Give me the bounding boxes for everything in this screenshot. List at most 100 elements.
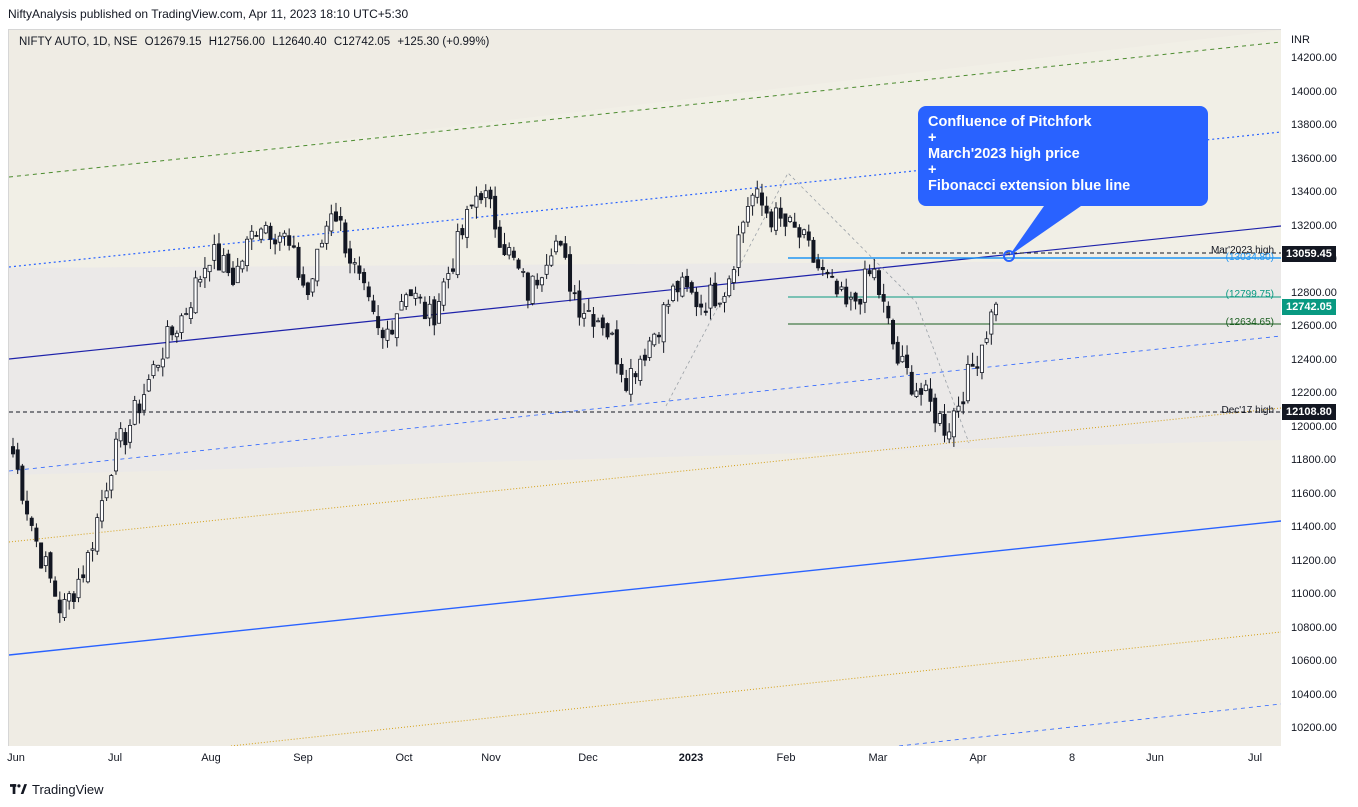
candle-down (834, 280, 839, 295)
candle-down (844, 286, 849, 305)
candle-down (469, 204, 474, 207)
candle-up (741, 221, 746, 234)
candle-down (254, 234, 259, 237)
candle-down (376, 316, 381, 329)
candle-up (989, 311, 994, 335)
candle-up (666, 303, 671, 307)
candle-up (872, 268, 877, 279)
tradingview-footer[interactable]: TradingView (10, 782, 104, 797)
candle-up (745, 206, 750, 223)
candle-down (380, 329, 385, 339)
candle-down (48, 552, 53, 579)
candle-up (507, 247, 512, 256)
candle-up (680, 276, 685, 297)
candle-down (479, 193, 484, 201)
candle-down (123, 432, 128, 446)
candle-down (57, 599, 62, 614)
candle-down (170, 326, 175, 336)
fib-1-label: (13034.80) (1225, 252, 1274, 263)
candle-down (605, 323, 610, 338)
candle-down (825, 271, 830, 275)
candle-up (652, 333, 657, 346)
legend-close: C12742.05 (333, 36, 391, 48)
candle-down (511, 250, 516, 258)
candle-down (905, 354, 910, 368)
candle-down (713, 282, 718, 307)
time-tick-label: Jun (7, 752, 25, 764)
candle-down (343, 222, 348, 254)
candle-up (750, 194, 755, 207)
fib-extension-blue-line (9, 520, 1281, 656)
candle-up (160, 358, 165, 368)
candle-up (235, 265, 240, 284)
candle-up (900, 355, 905, 363)
price-tick-label: 11400.00 (1291, 521, 1337, 533)
publisher-caption: NiftyAnalysis published on TradingView.c… (8, 7, 409, 21)
candle-down (942, 413, 947, 436)
candle-down (769, 211, 774, 228)
candle-down (422, 301, 427, 320)
candle-up (207, 264, 212, 273)
pitchfork-upper-outer-line (9, 41, 1281, 178)
candle-up (146, 379, 151, 392)
fib-3-label: (12634.65) (1225, 317, 1274, 328)
candle-up (483, 190, 488, 199)
candle-up (530, 275, 535, 304)
candle-down (614, 329, 619, 365)
candle-up (582, 313, 587, 319)
candle-up (259, 228, 264, 240)
price-tag-mar-high: 13059.45 (1282, 246, 1336, 262)
candle-up (62, 599, 67, 619)
candle-down (895, 341, 900, 364)
time-tick-label: Nov (481, 752, 501, 764)
candle-up (67, 593, 72, 602)
candle-up (951, 410, 956, 438)
candle-up (596, 320, 601, 323)
candle-down (806, 231, 811, 241)
candle-down (624, 378, 629, 391)
candle-up (965, 363, 970, 402)
annotation-callout[interactable]: Confluence of Pitchfork + March'2023 hig… (918, 106, 1208, 206)
candle-up (385, 328, 390, 341)
candle-up (722, 295, 727, 303)
candle-down (371, 300, 376, 312)
price-tick-label: 12200.00 (1291, 387, 1337, 399)
price-tick-label: 10400.00 (1291, 688, 1337, 701)
candle-down (287, 235, 292, 246)
candle-up (310, 278, 315, 293)
candle-down (291, 245, 296, 248)
candle-down (460, 228, 465, 236)
candle-down (231, 267, 236, 285)
candle-up (193, 277, 198, 314)
candle-down (909, 371, 914, 395)
chart-canvas[interactable] (9, 30, 1281, 746)
candle-up (329, 213, 334, 232)
time-tick-label: Oct (395, 752, 413, 764)
callout-pointer (1009, 206, 1081, 256)
candle-up (245, 238, 250, 267)
callout-line: Confluence of Pitchfork (928, 114, 1092, 130)
candle-down (886, 305, 891, 319)
candle-down (577, 290, 582, 318)
price-tick-label: 10200.00 (1291, 722, 1337, 734)
candle-down (759, 192, 764, 206)
candle-up (109, 475, 114, 491)
candle-up (282, 232, 287, 237)
candle-down (591, 314, 596, 327)
footer-brand: TradingView (32, 782, 104, 797)
candle-up (727, 278, 732, 297)
legend-change: +125.30 (+0.99%) (397, 36, 490, 48)
candle-up (647, 340, 652, 358)
candle-down (333, 211, 338, 222)
time-axis[interactable]: Jun Jul Aug Sep Oct Nov Dec 2023 Feb Mar Apr 8 Jun Ju… (7, 745, 1280, 773)
candle-down (694, 291, 699, 308)
candle-down (488, 189, 493, 200)
candle-down (273, 239, 278, 245)
pitchfork-median-line (9, 225, 1281, 360)
legend-symbol: NIFTY AUTO, 1D, NSE (19, 36, 138, 48)
time-tick-label: Aug (201, 752, 221, 764)
candle-up (436, 301, 441, 324)
price-axis[interactable]: INR 14200.00 14000.00 13800.00 13600.00 1340… (1281, 29, 1358, 745)
candle-up (156, 364, 161, 368)
candle-down (656, 334, 661, 338)
